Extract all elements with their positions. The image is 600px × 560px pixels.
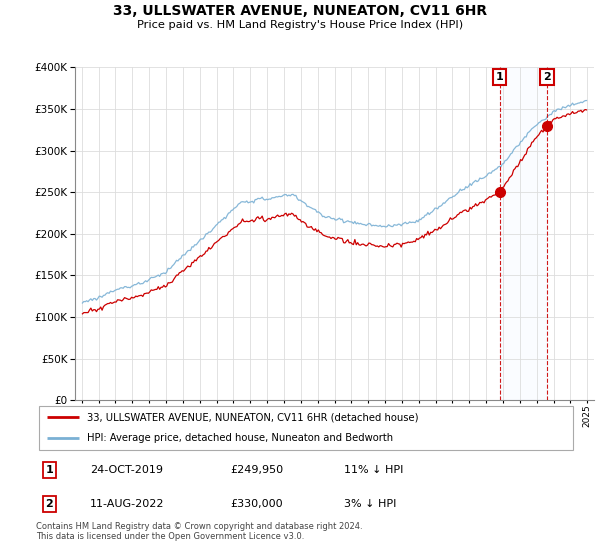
Text: 2: 2 bbox=[543, 72, 551, 82]
Text: 1: 1 bbox=[46, 465, 53, 475]
Text: 33, ULLSWATER AVENUE, NUNEATON, CV11 6HR: 33, ULLSWATER AVENUE, NUNEATON, CV11 6HR bbox=[113, 4, 487, 18]
Text: 11% ↓ HPI: 11% ↓ HPI bbox=[344, 465, 403, 475]
Text: £249,950: £249,950 bbox=[230, 465, 284, 475]
FancyBboxPatch shape bbox=[39, 406, 574, 450]
Text: 3% ↓ HPI: 3% ↓ HPI bbox=[344, 499, 396, 509]
Text: 11-AUG-2022: 11-AUG-2022 bbox=[90, 499, 164, 509]
Text: 33, ULLSWATER AVENUE, NUNEATON, CV11 6HR (detached house): 33, ULLSWATER AVENUE, NUNEATON, CV11 6HR… bbox=[88, 412, 419, 422]
Text: 2: 2 bbox=[46, 499, 53, 509]
Text: £330,000: £330,000 bbox=[230, 499, 283, 509]
Text: 24-OCT-2019: 24-OCT-2019 bbox=[90, 465, 163, 475]
Text: Price paid vs. HM Land Registry's House Price Index (HPI): Price paid vs. HM Land Registry's House … bbox=[137, 20, 463, 30]
Text: HPI: Average price, detached house, Nuneaton and Bedworth: HPI: Average price, detached house, Nune… bbox=[88, 433, 394, 444]
Bar bbox=[500, 67, 547, 400]
Text: Contains HM Land Registry data © Crown copyright and database right 2024.
This d: Contains HM Land Registry data © Crown c… bbox=[36, 522, 362, 542]
Text: 1: 1 bbox=[496, 72, 503, 82]
